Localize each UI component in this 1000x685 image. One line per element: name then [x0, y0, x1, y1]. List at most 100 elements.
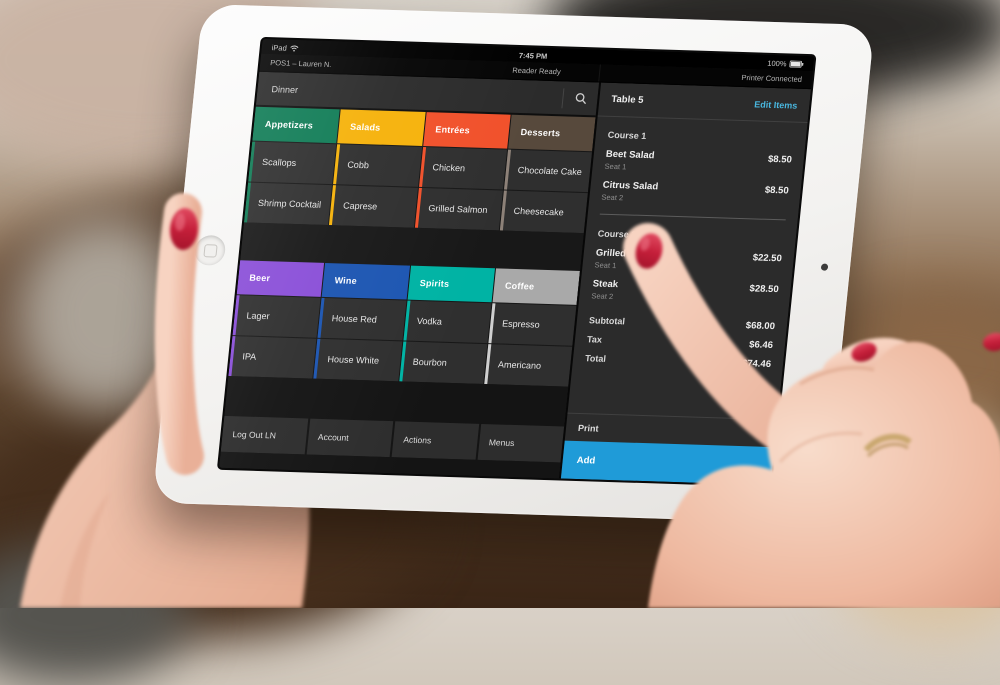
tab-label: Salads — [349, 121, 381, 133]
button-label: Log Out LN — [231, 429, 277, 441]
menu-item-chocolate-cake[interactable]: Chocolate Cake — [503, 149, 593, 193]
tax-value: $6.46 — [748, 339, 774, 352]
item-label: House Red — [331, 313, 378, 325]
menu-item-house-red[interactable]: House Red — [317, 297, 407, 341]
panel-spacer — [568, 372, 782, 419]
item-label: Bourbon — [412, 356, 448, 368]
battery-icon — [789, 60, 804, 68]
order-panel: Table 5 Edit Items Course 1 Beet Salad S… — [558, 82, 812, 486]
wifi-icon — [290, 45, 299, 52]
menu-item-chicken[interactable]: Chicken — [418, 146, 507, 190]
button-label: Print — [577, 422, 600, 434]
item-label: Chicken — [432, 162, 466, 174]
tab-label: Appetizers — [264, 119, 314, 131]
menu-search-bar[interactable]: Dinner — [255, 71, 600, 118]
menu-section: Dinner Appetizers Salads Entrées — [219, 71, 600, 479]
course-title: Course 1 — [607, 129, 647, 141]
item-label: Caprese — [342, 200, 378, 212]
item-label: Cobb — [346, 159, 370, 171]
home-button-icon — [203, 244, 218, 258]
order-item[interactable]: Beet Salad Seat 1 $8.50 — [604, 149, 792, 177]
tab-label: Coffee — [504, 280, 535, 292]
tab-label: Entrées — [434, 124, 471, 136]
order-item-name: Steak — [592, 278, 619, 291]
order-item[interactable]: Steak Seat 2 $28.50 — [591, 278, 779, 306]
menu-item-lager[interactable]: Lager — [232, 295, 321, 338]
order-item[interactable]: Citrus Salad Seat 2 $8.50 — [601, 180, 789, 208]
device-label: iPad — [271, 42, 288, 53]
order-item-name: Citrus Salad — [602, 179, 659, 193]
edit-items-button[interactable]: Edit Items — [753, 98, 798, 111]
actions-button[interactable]: Actions — [391, 421, 479, 460]
background-blur — [830, 290, 1000, 440]
total-value: $74.46 — [741, 358, 772, 371]
menu-item-americano[interactable]: Americano — [484, 344, 573, 387]
menus-button[interactable]: Menus — [477, 423, 565, 463]
menu-item-cheesecake[interactable]: Cheesecake — [499, 190, 588, 234]
status-time: 7:45 PM — [518, 50, 548, 61]
item-label: House White — [327, 354, 380, 366]
home-button[interactable] — [193, 234, 227, 266]
subtotal-label: Subtotal — [588, 315, 626, 327]
item-label: Lager — [246, 310, 271, 322]
tab-beer[interactable]: Beer — [236, 260, 325, 297]
order-item-seat: Seat 2 — [591, 291, 614, 302]
order-item-name: Beet Salad — [605, 148, 655, 162]
tab-label: Spirits — [419, 277, 450, 289]
tax-label: Tax — [586, 334, 603, 345]
tab-spirits[interactable]: Spirits — [407, 265, 495, 303]
add-button[interactable]: Add — [560, 440, 775, 486]
menu-item-cobb[interactable]: Cobb — [333, 144, 422, 187]
order-item-seat: Seat 1 — [604, 161, 627, 172]
menu-item-house-white[interactable]: House White — [313, 338, 402, 382]
menu-item-ipa[interactable]: IPA — [228, 336, 317, 379]
item-label: Shrimp Cocktail — [257, 197, 322, 210]
tablet-device: iPad 7:45 PM 100% — [152, 4, 875, 524]
item-label: IPA — [241, 351, 257, 362]
order-item-price: $8.50 — [764, 184, 790, 197]
menu-item-shrimp-cocktail[interactable]: Shrimp Cocktail — [243, 182, 333, 226]
order-item-name: Grilled Salmon — [595, 247, 664, 261]
divider — [599, 213, 786, 221]
item-label: Espresso — [501, 318, 541, 330]
reader-status: Reader Ready — [511, 65, 562, 77]
printer-status: Printer Connected — [741, 72, 803, 84]
item-label: Vodka — [416, 315, 443, 327]
tab-entrees[interactable]: Entrées — [422, 112, 511, 149]
account-button[interactable]: Account — [306, 418, 394, 458]
item-label: Cheesecake — [513, 205, 565, 218]
menu-item-scallops[interactable]: Scallops — [248, 141, 337, 185]
menu-item-espresso[interactable]: Espresso — [488, 303, 577, 346]
battery-percent: 100% — [766, 58, 788, 68]
button-label: Actions — [402, 434, 432, 446]
tab-salads[interactable]: Salads — [337, 109, 426, 146]
tab-appetizers[interactable]: Appetizers — [252, 106, 340, 144]
search-button[interactable] — [563, 91, 598, 105]
order-item-price: $8.50 — [767, 153, 793, 166]
tab-desserts[interactable]: Desserts — [507, 114, 596, 152]
pos-app-screen: iPad 7:45 PM 100% — [219, 38, 815, 486]
menu-item-bourbon[interactable]: Bourbon — [398, 341, 488, 384]
tab-label: Desserts — [520, 127, 561, 139]
item-label: Chocolate Cake — [517, 164, 583, 177]
button-label: Account — [317, 431, 350, 443]
tab-label: Wine — [334, 275, 358, 286]
tab-coffee[interactable]: Coffee — [492, 268, 580, 305]
item-label: Grilled Salmon — [427, 203, 488, 216]
item-label: Americano — [497, 359, 542, 371]
tab-label: Beer — [248, 272, 271, 284]
menu-item-grilled-salmon[interactable]: Grilled Salmon — [414, 187, 503, 231]
camera-icon — [820, 263, 829, 271]
ipad-bezel: iPad 7:45 PM 100% — [152, 4, 875, 524]
menu-item-vodka[interactable]: Vodka — [402, 300, 492, 344]
order-totals: Subtotal $68.00 Tax $6.46 Total $74.46 — [584, 315, 776, 378]
table-label: Table 5 — [610, 93, 645, 106]
background-blur — [820, 420, 1000, 640]
course-title: Course 2 — [597, 228, 637, 240]
log-out-button[interactable]: Log Out LN — [220, 415, 308, 455]
menu-item-caprese[interactable]: Caprese — [329, 185, 418, 228]
tab-wine[interactable]: Wine — [321, 262, 410, 300]
order-item[interactable]: Grilled Salmon Seat 1 $22.50 — [594, 247, 782, 275]
order-item-price: $28.50 — [748, 283, 780, 296]
item-label: Scallops — [261, 156, 297, 168]
